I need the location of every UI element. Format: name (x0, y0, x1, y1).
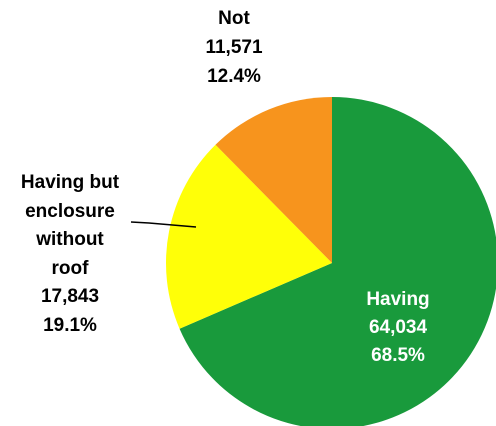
slice-label-line-1: Having but (21, 172, 120, 193)
pie-slices (165, 97, 496, 426)
slice-label-line-3: without (35, 229, 104, 250)
slice-label-not: Not (218, 8, 250, 29)
slice-label-line-4: roof (52, 258, 90, 279)
slice-value-having: 64,034 (369, 317, 428, 338)
slice-label-having: Having (366, 289, 429, 310)
slice-value-enclosure: 17,843 (41, 286, 99, 307)
slice-value-not: 11,571 (205, 37, 262, 58)
slice-label-line-2: enclosure (25, 201, 115, 222)
slice-percent-not: 12.4% (207, 66, 261, 87)
slice-percent-having: 68.5% (371, 345, 425, 366)
pie-slice-having (179, 97, 496, 426)
pie-slice-enclosure-without-roof (165, 144, 332, 329)
pie-slice-not (215, 97, 332, 263)
label-leader-line (130, 221, 197, 228)
slice-percent-enclosure: 19.1% (43, 315, 97, 336)
